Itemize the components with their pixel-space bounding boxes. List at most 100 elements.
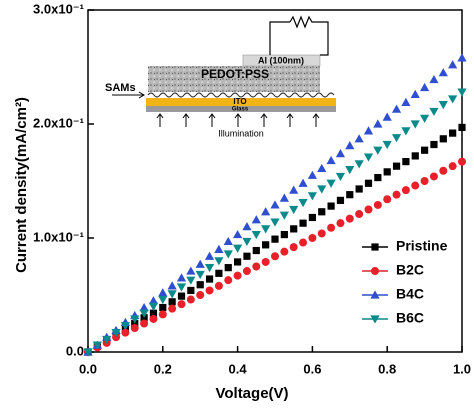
marker-square xyxy=(327,202,335,210)
marker-triangle xyxy=(102,335,112,345)
marker-square xyxy=(149,309,158,317)
marker-triangle xyxy=(204,251,215,260)
x-tick-label: 0.0 xyxy=(79,361,97,376)
marker-triangle xyxy=(420,114,430,123)
y-tick-label: 3.0x10⁻¹ xyxy=(33,1,84,16)
marker-triangle xyxy=(326,155,336,165)
marker-triangle xyxy=(345,166,355,175)
marker-square xyxy=(392,162,401,170)
marker-circle xyxy=(458,157,466,166)
marker-triangle xyxy=(251,215,261,224)
annotation: SAMs xyxy=(105,82,136,94)
marker-square xyxy=(374,173,382,182)
marker-triangle xyxy=(204,264,215,273)
marker-triangle xyxy=(158,288,168,297)
annotation: PEDOT:PSS xyxy=(201,67,269,81)
marker-circle xyxy=(121,328,130,337)
marker-square xyxy=(234,258,242,266)
marker-triangle xyxy=(139,302,149,312)
marker-triangle xyxy=(270,218,280,227)
marker-circle xyxy=(429,172,438,181)
marker-square xyxy=(308,213,316,222)
marker-square xyxy=(280,230,288,239)
marker-triangle xyxy=(382,112,392,121)
marker-square xyxy=(346,191,354,199)
marker-triangle xyxy=(429,107,439,117)
marker-circle xyxy=(168,304,177,313)
plot-frame xyxy=(87,9,463,353)
marker-triangle xyxy=(363,126,374,135)
y-tick-label: 1.0x10⁻¹ xyxy=(33,229,84,244)
marker-square xyxy=(449,129,457,137)
marker-circle xyxy=(177,300,186,309)
marker-triangle xyxy=(317,185,327,194)
marker-triangle xyxy=(167,290,177,299)
marker-triangle xyxy=(307,170,317,179)
marker-circle xyxy=(140,319,149,328)
marker-triangle xyxy=(401,127,411,136)
marker-triangle xyxy=(363,153,374,162)
sams-arrow xyxy=(112,91,145,99)
marker-square xyxy=(262,241,270,249)
marker-triangle xyxy=(83,348,93,357)
marker-triangle xyxy=(391,104,402,113)
marker-square xyxy=(458,123,466,132)
marker-circle xyxy=(355,210,364,219)
marker-circle xyxy=(345,214,354,223)
marker-triangle xyxy=(261,207,271,216)
marker-square xyxy=(299,219,307,227)
marker-square xyxy=(364,179,373,187)
marker-triangle xyxy=(279,193,289,202)
marker-square xyxy=(252,246,260,255)
marker-circle xyxy=(196,291,205,299)
marker-circle xyxy=(392,190,401,199)
marker-triangle xyxy=(410,120,420,129)
marker-triangle xyxy=(120,322,130,331)
sams-layer xyxy=(147,92,335,98)
marker-triangle xyxy=(438,68,448,77)
marker-triangle xyxy=(420,82,430,92)
marker-triangle xyxy=(326,179,336,188)
marker-circle xyxy=(317,229,326,238)
marker-circle xyxy=(149,314,158,323)
annotation: Illumination xyxy=(218,128,264,138)
marker-triangle xyxy=(176,273,187,282)
legend-label: B2C xyxy=(396,262,424,278)
marker-triangle xyxy=(354,160,364,169)
marker-circle xyxy=(327,223,336,232)
marker-square xyxy=(318,208,326,216)
marker-circle xyxy=(401,186,410,195)
marker-square xyxy=(215,269,223,277)
inset-schematic: Al (100nm) PEDOT:PSS SAMs ITO Glass Illu… xyxy=(105,15,336,138)
marker-square xyxy=(336,196,345,204)
marker-square xyxy=(421,146,429,154)
marker-triangle xyxy=(148,296,159,305)
marker-circle xyxy=(280,247,289,256)
marker-circle xyxy=(448,162,457,171)
marker-triangle xyxy=(214,244,224,253)
marker-triangle xyxy=(382,140,392,150)
marker-triangle xyxy=(195,259,205,268)
marker-triangle xyxy=(457,53,467,62)
marker-triangle xyxy=(130,315,140,324)
marker-triangle xyxy=(158,295,168,305)
marker-square xyxy=(411,152,419,160)
marker-square xyxy=(205,275,214,283)
marker-circle xyxy=(336,219,345,228)
marker-circle xyxy=(420,177,429,185)
x-axis-title: Voltage(V) xyxy=(215,385,288,402)
annotation: Al (100nm) xyxy=(258,55,304,65)
marker-triangle xyxy=(223,250,233,259)
marker-square xyxy=(430,140,438,149)
marker-circle xyxy=(411,181,420,190)
marker-triangle xyxy=(167,281,177,290)
marker-triangle xyxy=(261,225,271,234)
marker-triangle xyxy=(279,211,289,220)
marker-circle xyxy=(130,324,139,333)
marker-square xyxy=(177,292,186,300)
marker-triangle xyxy=(148,302,159,311)
marker-triangle xyxy=(186,276,196,285)
legend-label: B6C xyxy=(396,310,424,326)
marker-circle xyxy=(158,310,167,319)
